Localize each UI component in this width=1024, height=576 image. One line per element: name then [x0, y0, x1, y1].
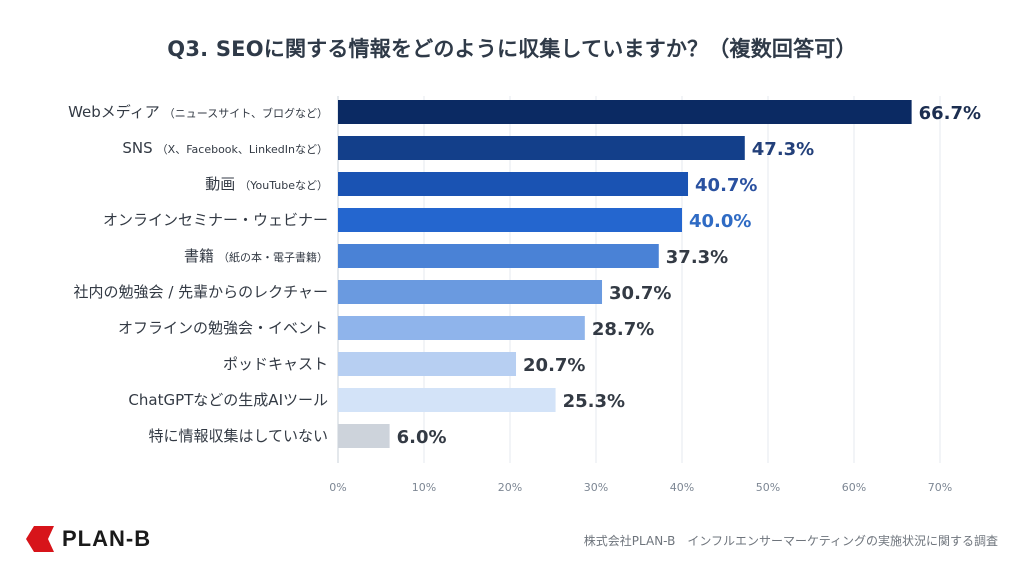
- category-label-main: Webメディア: [68, 103, 160, 121]
- category-label: Webメディア （ニュースサイト、ブログなど）: [68, 103, 328, 121]
- x-axis-ticks: 0% 10% 20% 30% 40% 50% 60% 70%: [329, 481, 952, 494]
- plan-b-logo-icon: [26, 526, 54, 552]
- value-label: 28.7%: [592, 319, 654, 340]
- bar: [338, 100, 912, 124]
- company-logo: PLAN-B: [26, 526, 151, 552]
- category-label: オフラインの勉強会・イベント: [118, 319, 328, 337]
- bar: [338, 424, 390, 448]
- category-label-sub: （紙の本・電子書籍）: [218, 250, 328, 264]
- x-tick-label: 40%: [670, 481, 694, 494]
- x-tick-label: 50%: [756, 481, 780, 494]
- bar: [338, 244, 659, 268]
- bar: [338, 172, 689, 196]
- x-tick-label: 70%: [928, 481, 952, 494]
- logo-text: PLAN-B: [62, 526, 152, 551]
- category-label-main: オンラインセミナー・ウェビナー: [103, 211, 328, 229]
- category-label-main: ポッドキャスト: [223, 355, 328, 373]
- category-label-main: SNS: [122, 139, 152, 157]
- category-labels: Webメディア （ニュースサイト、ブログなど） SNS （X、Facebook、Lin…: [68, 103, 328, 445]
- category-label-sub: （X、Facebook、LinkedInなど）: [157, 143, 328, 156]
- x-tick-label: 60%: [842, 481, 866, 494]
- value-label: 6.0%: [397, 427, 447, 448]
- category-label-main: ChatGPTなどの生成AIツール: [128, 391, 328, 409]
- x-tick-label: 30%: [584, 481, 608, 494]
- category-label-main: オフラインの勉強会・イベント: [118, 319, 328, 337]
- bars: [338, 100, 912, 448]
- category-label: ChatGPTなどの生成AIツール: [128, 391, 328, 409]
- category-label: 社内の勉強会 / 先輩からのレクチャー: [74, 283, 328, 301]
- chart-title: Q3. SEOに関する情報をどのように収集していますか？（複数回答可）: [167, 37, 857, 61]
- x-tick-label: 20%: [498, 481, 522, 494]
- value-labels: 66.7% 47.3% 40.7% 40.0% 37.3% 30.7% 28.7% 20.7%…: [397, 103, 981, 448]
- value-label: 37.3%: [666, 247, 728, 268]
- category-label: 書籍 （紙の本・電子書籍）: [184, 247, 328, 265]
- value-label: 47.3%: [752, 139, 814, 160]
- bar: [338, 208, 682, 232]
- x-tick-label: 0%: [329, 481, 346, 494]
- category-label-main: 社内の勉強会 / 先輩からのレクチャー: [74, 283, 328, 301]
- value-label: 40.0%: [689, 211, 751, 232]
- value-label: 20.7%: [523, 355, 585, 376]
- category-label-main: 特に情報収集はしていない: [148, 427, 328, 445]
- category-label: 動画 （YouTubeなど）: [205, 175, 328, 193]
- bar: [338, 280, 603, 304]
- value-label: 40.7%: [695, 175, 757, 196]
- category-label-sub: （ニュースサイト、ブログなど）: [164, 106, 328, 120]
- bar: [338, 316, 585, 340]
- category-label: ポッドキャスト: [223, 355, 328, 373]
- bar: [338, 388, 556, 412]
- category-label: 特に情報収集はしていない: [148, 427, 328, 445]
- category-label: オンラインセミナー・ウェビナー: [103, 211, 328, 229]
- source-note: 株式会社PLAN-B インフルエンサーマーケティングの実施状況に関する調査: [583, 534, 998, 548]
- category-label: SNS （X、Facebook、LinkedInなど）: [122, 139, 328, 157]
- value-label: 30.7%: [609, 283, 671, 304]
- bar-chart: Webメディア （ニュースサイト、ブログなど） SNS （X、Facebook、Lin…: [68, 96, 981, 494]
- value-label: 25.3%: [563, 391, 625, 412]
- category-label-main: 書籍: [184, 247, 214, 265]
- bar: [338, 352, 517, 376]
- category-label-sub: （YouTubeなど）: [239, 179, 328, 192]
- x-tick-label: 10%: [412, 481, 436, 494]
- bar: [338, 136, 745, 160]
- value-label: 66.7%: [919, 103, 981, 124]
- category-label-main: 動画: [205, 175, 235, 193]
